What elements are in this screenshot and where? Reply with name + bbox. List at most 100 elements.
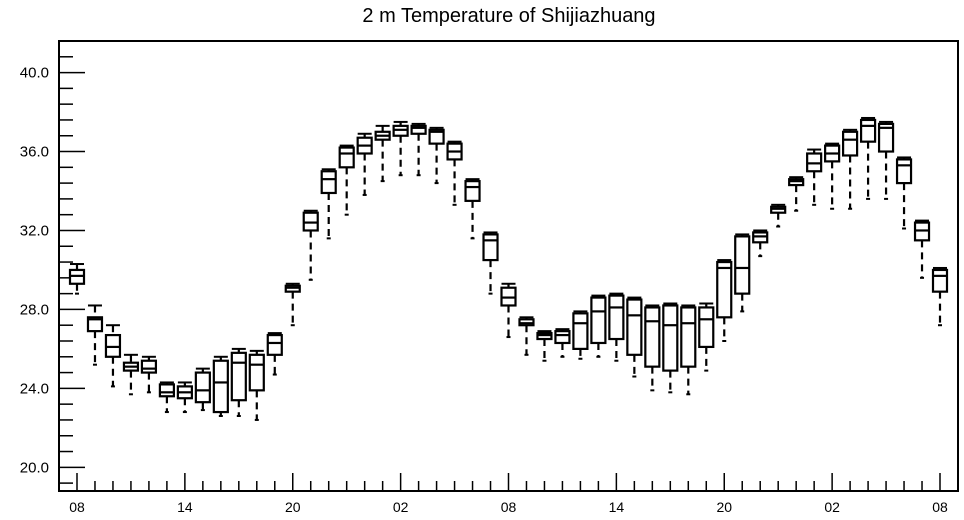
box-item: [410, 122, 427, 177]
box-iqr: [482, 233, 499, 262]
box-item: [716, 259, 733, 342]
box-iqr: [608, 294, 625, 341]
box-item: [320, 168, 337, 240]
y-tick-label: 28.0: [20, 301, 49, 318]
box-item: [428, 126, 445, 185]
box-item: [68, 263, 86, 295]
box-iqr: [572, 312, 589, 350]
box-item: [608, 292, 625, 362]
chart-title: 2 m Temperature of Shijiazhuang: [362, 5, 655, 27]
box-item: [86, 304, 104, 366]
x-tick-label: 14: [177, 499, 193, 515]
box-item: [824, 142, 841, 210]
box-item: [931, 266, 949, 327]
y-tick-label: 20.0: [20, 459, 49, 476]
box-item: [464, 178, 481, 240]
box-iqr: [680, 306, 697, 368]
box-item: [284, 282, 301, 327]
box-item: [895, 156, 913, 230]
box-iqr: [410, 124, 427, 135]
box-iqr: [895, 158, 913, 185]
x-tick-label: 02: [393, 499, 409, 515]
box-iqr: [158, 383, 175, 398]
box-item: [374, 124, 391, 183]
box-iqr: [266, 333, 283, 356]
box-item: [230, 347, 247, 417]
x-axis: 08 14 20 02 08 14 20 02 08: [69, 473, 948, 515]
x-tick-label: 02: [824, 499, 840, 515]
box-item: [626, 296, 643, 378]
box-item: [176, 381, 193, 414]
box-item: [212, 355, 229, 417]
box-item: [913, 219, 931, 279]
box-item: [572, 310, 589, 360]
box-iqr: [842, 130, 859, 157]
box-item: [500, 282, 517, 339]
x-tick-label: 08: [69, 499, 85, 515]
box-iqr: [140, 359, 158, 374]
y-tick-label: 32.0: [20, 222, 49, 239]
box-item: [752, 229, 769, 258]
plot-frame: [58, 40, 959, 492]
box-item: [302, 209, 319, 281]
box-item: [734, 233, 751, 313]
box-iqr: [320, 170, 337, 195]
box-iqr: [230, 351, 247, 402]
box-series: [68, 116, 949, 421]
box-iqr: [626, 298, 643, 356]
box-iqr: [716, 260, 733, 319]
x-tick-label: 08: [501, 499, 517, 515]
box-iqr: [734, 235, 751, 295]
box-iqr: [590, 296, 607, 345]
box-iqr: [554, 330, 571, 345]
x-tick-label: 20: [716, 499, 732, 515]
y-tick-label: 36.0: [20, 144, 49, 161]
box-item: [248, 349, 265, 421]
box-item: [590, 294, 607, 358]
y-axis: 20.0 24.0 28.0 32.0 36.0 40.0: [20, 40, 85, 484]
box-item: [536, 330, 553, 362]
x-tick-label: 14: [609, 499, 625, 515]
box-item: [392, 120, 409, 177]
box-item: [698, 302, 715, 372]
box-iqr: [428, 128, 445, 145]
x-tick-label: 08: [932, 499, 948, 515]
box-item: [554, 328, 571, 358]
box-item: [194, 367, 211, 412]
box-item: [122, 353, 140, 396]
box-iqr: [338, 146, 355, 169]
box-item: [680, 304, 697, 396]
box-item: [644, 304, 661, 392]
box-item: [356, 132, 373, 196]
box-iqr: [212, 359, 229, 414]
box-iqr: [859, 118, 877, 143]
x-tick-label: 20: [285, 499, 301, 515]
y-tick-label: 40.0: [20, 65, 49, 82]
box-item: [338, 144, 355, 216]
box-item: [446, 140, 463, 206]
box-item: [859, 116, 877, 200]
box-item: [104, 324, 122, 388]
box-item: [806, 148, 823, 206]
box-iqr: [931, 268, 949, 293]
box-item: [877, 120, 895, 200]
box-iqr: [644, 306, 661, 368]
box-item: [140, 355, 158, 394]
box-iqr: [698, 306, 715, 349]
box-item: [788, 176, 805, 212]
y-tick-label: 24.0: [20, 380, 49, 397]
box-item: [770, 203, 787, 228]
box-iqr: [194, 371, 211, 404]
box-item: [158, 381, 175, 414]
box-item: [662, 302, 679, 394]
box-item: [518, 316, 535, 356]
box-iqr: [877, 122, 895, 153]
box-iqr: [464, 180, 481, 202]
box-item: [266, 332, 283, 376]
box-item: [482, 231, 499, 295]
box-iqr: [86, 316, 104, 333]
box-iqr: [248, 353, 265, 392]
box-item: [842, 128, 859, 210]
box-iqr: [662, 304, 679, 372]
